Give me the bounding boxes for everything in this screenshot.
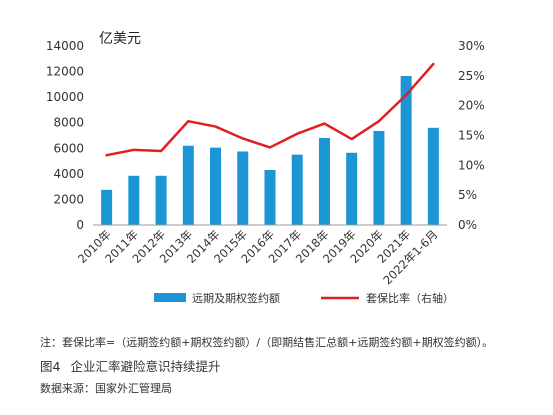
legend-bar-swatch <box>154 293 186 302</box>
left-tick-label: 0 <box>76 218 84 232</box>
bar <box>373 131 385 225</box>
left-tick-label: 4000 <box>53 167 84 181</box>
bar <box>210 147 222 225</box>
line-series <box>105 62 435 157</box>
right-axis: 0% 5% 10% 15% 20% 25% 30% <box>458 39 485 232</box>
bar <box>155 175 167 225</box>
y-axis-unit-label: 亿美元 <box>99 31 141 47</box>
bar <box>291 154 303 225</box>
figure-caption: 图4 企业汇率避险意识持续提升 <box>40 356 230 375</box>
left-axis: 0 2000 4000 6000 8000 10000 12000 14000 <box>46 39 84 232</box>
bar-series <box>101 76 439 226</box>
legend-line-label: 套保比率（右轴） <box>366 291 454 305</box>
left-tick-label: 12000 <box>46 65 84 79</box>
right-tick-label: 15% <box>458 129 485 143</box>
x-axis: 2010年2011年2012年2013年2014年2015年2016年2017年… <box>75 224 447 287</box>
bar-line-chart: 0 2000 4000 6000 8000 10000 12000 14000 0% 5% 10%… <box>46 31 485 305</box>
figure-label: 图4 <box>40 359 61 374</box>
left-tick-label: 8000 <box>53 116 84 130</box>
bar <box>128 175 140 225</box>
right-tick-label: 5% <box>458 188 477 202</box>
left-tick-label: 14000 <box>46 39 84 53</box>
right-tick-label: 20% <box>458 99 485 113</box>
legend-bar-label: 远期及期权签约额 <box>192 291 280 305</box>
ratio-line <box>105 62 435 157</box>
bar <box>237 151 249 225</box>
data-source: 数据来源：国家外汇管理局 <box>40 382 172 395</box>
left-tick-label: 2000 <box>53 192 84 206</box>
right-tick-label: 30% <box>458 39 485 53</box>
bar <box>400 76 412 226</box>
bar <box>182 145 194 225</box>
right-tick-label: 10% <box>458 158 485 172</box>
left-tick-label: 6000 <box>53 141 84 155</box>
bar <box>346 152 358 225</box>
bar <box>427 127 439 225</box>
figure-title: 企业汇率避险意识持续提升 <box>70 359 221 374</box>
bar <box>101 189 113 225</box>
left-tick-label: 10000 <box>46 90 84 104</box>
legend: 远期及期权签约额 套保比率（右轴） <box>154 291 454 305</box>
right-tick-label: 0% <box>458 218 477 232</box>
bar <box>318 138 330 225</box>
right-tick-label: 25% <box>458 69 485 83</box>
bar <box>264 170 276 225</box>
chart-note: 注：套保比率=（远期签约额+期权签约额）/（即期结售汇总额+远期签约额+期权签约… <box>40 336 494 349</box>
